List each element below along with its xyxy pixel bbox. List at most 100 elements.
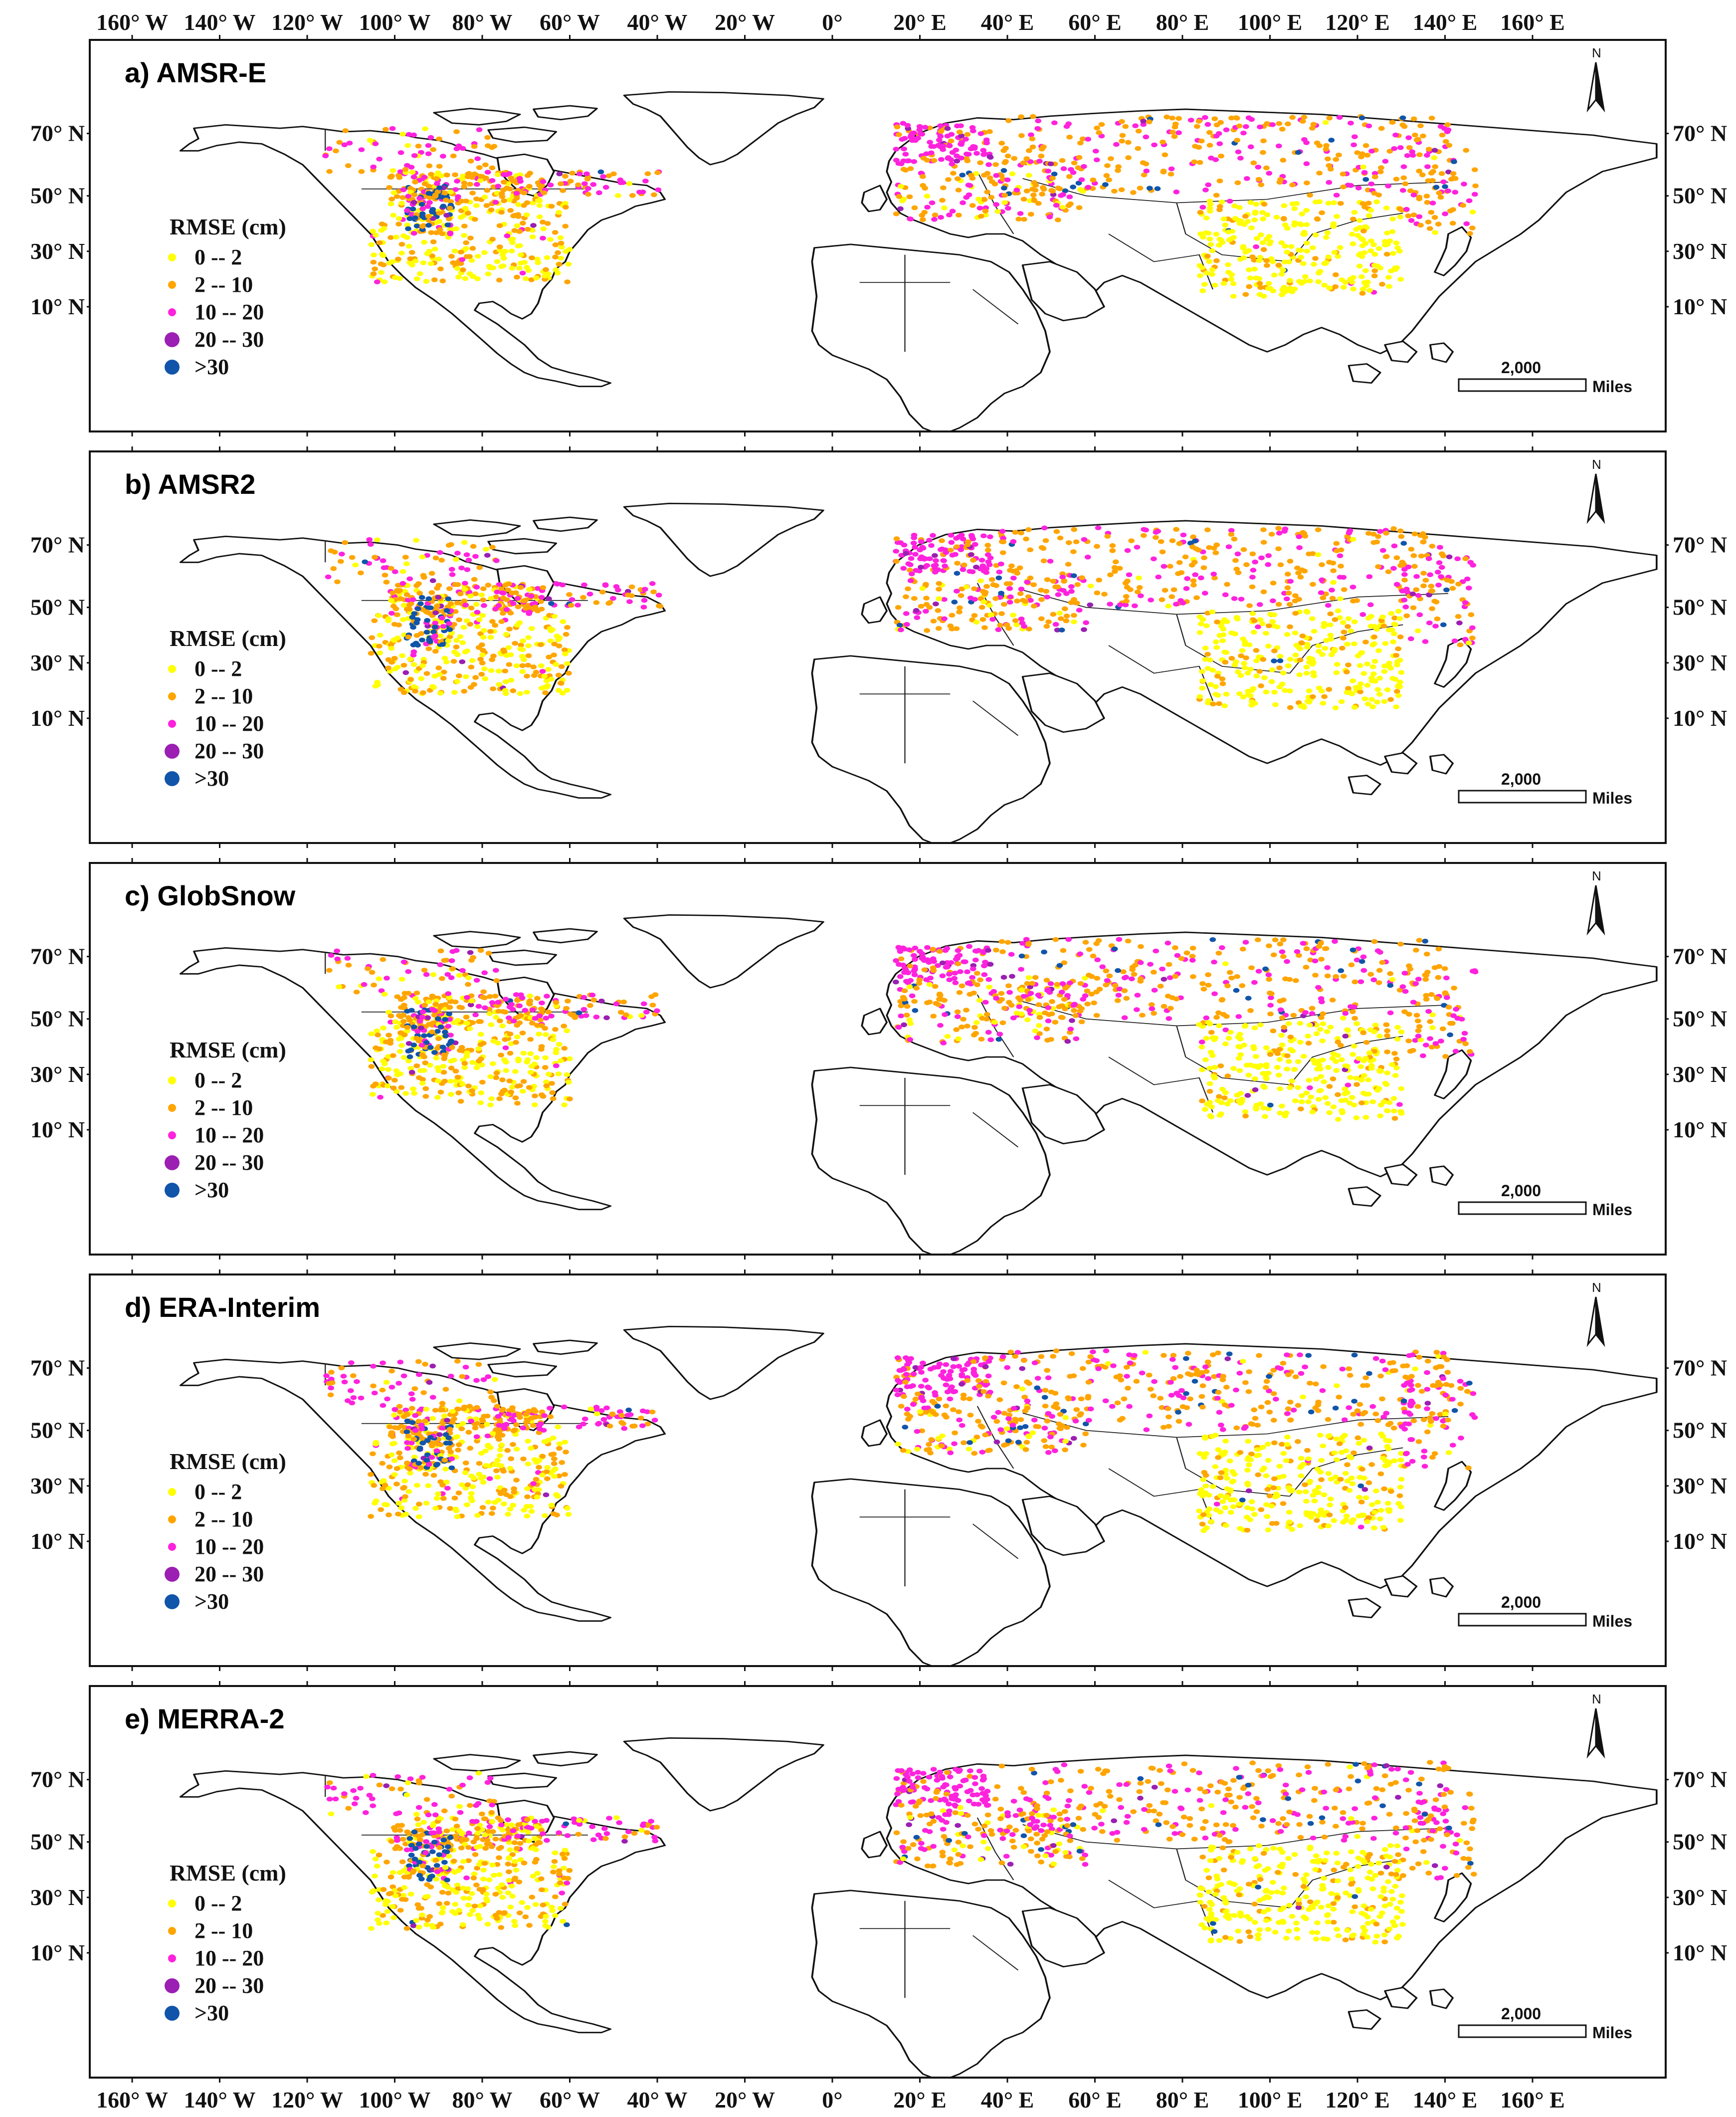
station-dot	[1238, 597, 1245, 602]
station-dot	[1289, 115, 1296, 120]
station-dot	[1393, 689, 1400, 694]
station-dot	[1278, 271, 1285, 277]
station-dot	[557, 680, 564, 686]
station-dot	[514, 1034, 521, 1040]
station-dot	[478, 1090, 485, 1095]
station-dot	[551, 1456, 558, 1462]
station-dot	[1391, 146, 1398, 151]
station-dot	[437, 633, 444, 638]
station-dot	[1265, 1106, 1272, 1111]
station-dot	[469, 658, 476, 663]
station-dot	[1446, 554, 1453, 560]
station-dot	[977, 131, 984, 136]
station-dot	[555, 1071, 562, 1076]
station-dot	[413, 1036, 420, 1041]
station-dot	[1337, 615, 1343, 621]
station-dot	[1385, 284, 1392, 289]
station-dot	[946, 143, 953, 149]
station-dot	[539, 685, 546, 691]
station-dot	[1410, 553, 1417, 558]
station-dot	[446, 1005, 453, 1010]
station-dot	[410, 1086, 416, 1091]
station-dot	[1397, 634, 1404, 639]
station-dot	[478, 671, 485, 677]
station-dot	[1284, 1053, 1291, 1058]
station-dot	[1193, 595, 1200, 601]
station-dot	[1028, 132, 1034, 138]
station-dot	[1248, 699, 1255, 704]
station-dot	[1121, 1015, 1128, 1021]
station-dot	[602, 185, 609, 190]
station-dot	[542, 1513, 548, 1518]
station-dot	[924, 628, 931, 633]
station-dot	[461, 598, 468, 604]
station-dot	[1315, 552, 1322, 557]
station-dot	[919, 174, 926, 179]
station-dot	[471, 216, 478, 222]
station-dot	[482, 676, 489, 681]
station-dot	[1416, 1024, 1423, 1029]
station-dot	[1249, 551, 1256, 557]
station-dot	[467, 593, 474, 599]
station-dot	[376, 157, 383, 162]
station-dot	[462, 1460, 469, 1466]
station-dot	[1324, 1101, 1331, 1106]
station-dot	[1275, 526, 1282, 531]
station-dot	[1169, 538, 1176, 543]
station-dot	[503, 172, 510, 178]
station-dot	[654, 1008, 660, 1014]
station-dot	[1368, 614, 1374, 619]
station-dot	[1023, 156, 1030, 161]
station-dot	[405, 226, 411, 231]
station-dot	[1104, 978, 1111, 983]
station-dot	[416, 196, 423, 201]
station-dot	[385, 616, 392, 622]
station-dot	[1319, 562, 1325, 567]
station-dot	[1216, 207, 1223, 212]
station-dot	[1164, 940, 1171, 946]
station-dot	[1396, 1102, 1403, 1107]
station-dot	[464, 1502, 470, 1507]
station-dot	[1401, 572, 1408, 577]
station-dot	[487, 264, 494, 270]
station-dot	[1295, 1059, 1302, 1064]
station-dot	[1360, 1030, 1367, 1036]
station-dot	[565, 998, 571, 1004]
station-dot	[402, 555, 409, 560]
station-dot	[475, 1004, 482, 1009]
station-dot	[529, 1021, 536, 1026]
station-dot	[893, 559, 900, 564]
station-dot	[395, 221, 402, 227]
station-dot	[1417, 123, 1424, 129]
station-dot	[1213, 258, 1220, 263]
station-dot	[419, 206, 426, 212]
station-dot	[1056, 1004, 1063, 1010]
station-dots	[325, 525, 1477, 710]
station-dot	[1402, 181, 1409, 187]
station-dot	[437, 1089, 444, 1095]
station-dot	[1240, 130, 1247, 136]
station-dot	[396, 175, 403, 180]
station-dot	[412, 996, 419, 1001]
station-dot	[1462, 556, 1469, 561]
station-dot	[1300, 261, 1307, 266]
station-dot	[1271, 612, 1278, 618]
station-dot	[1221, 649, 1228, 655]
station-dot	[488, 207, 495, 212]
station-dot	[479, 1505, 486, 1510]
station-dot	[383, 580, 390, 585]
station-dot	[1198, 138, 1205, 144]
station-dot	[1424, 200, 1431, 205]
station-dot	[416, 591, 423, 596]
station-dot	[912, 957, 918, 962]
station-dot	[400, 959, 407, 965]
station-dot	[426, 163, 433, 169]
station-dot	[1025, 173, 1032, 178]
station-dot	[498, 1053, 504, 1058]
station-dot	[1276, 665, 1283, 670]
station-dot	[511, 212, 518, 218]
station-dot	[492, 200, 499, 205]
station-dot	[1190, 974, 1196, 979]
station-dot	[449, 966, 456, 971]
station-dot	[397, 150, 404, 155]
